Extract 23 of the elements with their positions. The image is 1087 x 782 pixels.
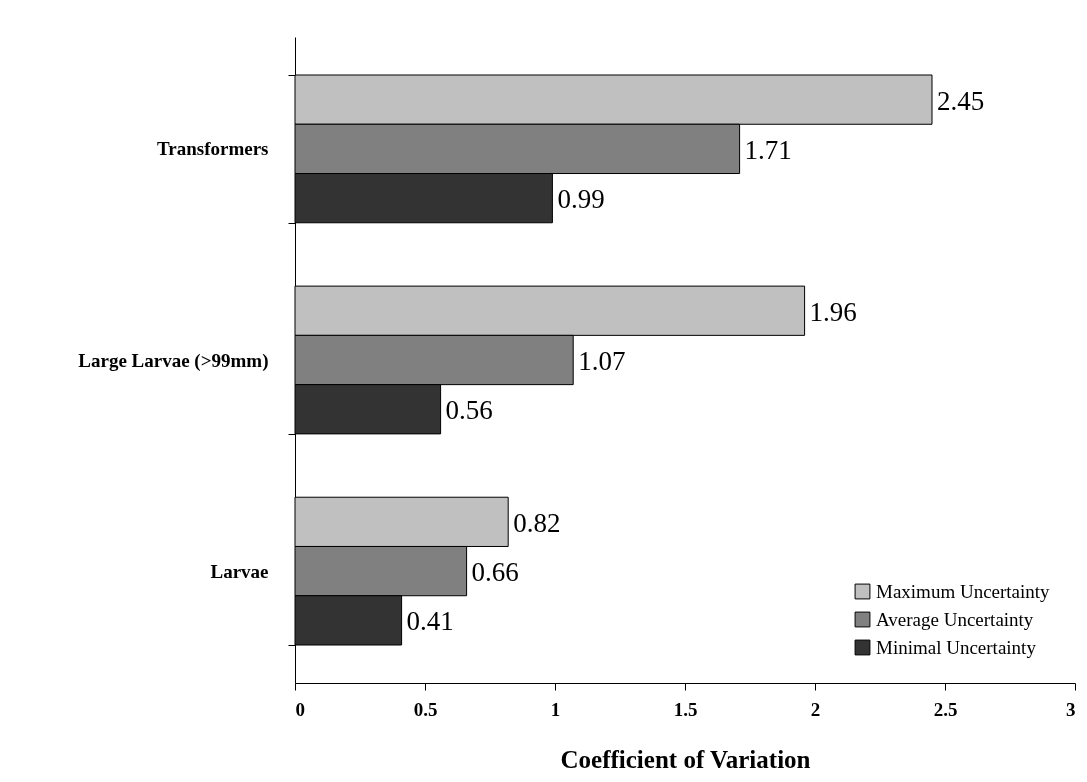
x-tick-label: 1.5 — [673, 698, 698, 720]
data-label: 1.96 — [809, 296, 857, 327]
data-label: 1.71 — [744, 134, 792, 165]
data-label: 0.82 — [513, 507, 561, 538]
legend-label: Maximum Uncertainty — [876, 580, 1051, 602]
x-tick-label: 0.5 — [413, 698, 438, 720]
y-tick-label: Transformers — [156, 138, 269, 160]
legend-label: Minimal Uncertainty — [876, 636, 1037, 658]
data-label: 1.07 — [578, 346, 626, 376]
data-label: 0.66 — [471, 557, 519, 588]
x-tick-label: 0 — [295, 698, 305, 720]
data-label: 0.41 — [406, 606, 454, 637]
x-tick-label: 2 — [810, 698, 821, 720]
x-tick-label: 3 — [1066, 698, 1076, 720]
x-tick-label: 1 — [550, 698, 561, 720]
x-tick-label: 2.5 — [933, 698, 958, 720]
x-axis-title: Coefficient of Variation — [560, 745, 811, 773]
legend-label: Average Uncertainty — [876, 608, 1034, 630]
y-tick-label: Large Larvae (>99mm) — [78, 349, 269, 372]
data-label: 2.45 — [937, 85, 985, 116]
data-label: 0.56 — [445, 395, 493, 426]
data-label: 0.99 — [557, 184, 605, 215]
y-tick-label: Larvae — [210, 560, 269, 582]
